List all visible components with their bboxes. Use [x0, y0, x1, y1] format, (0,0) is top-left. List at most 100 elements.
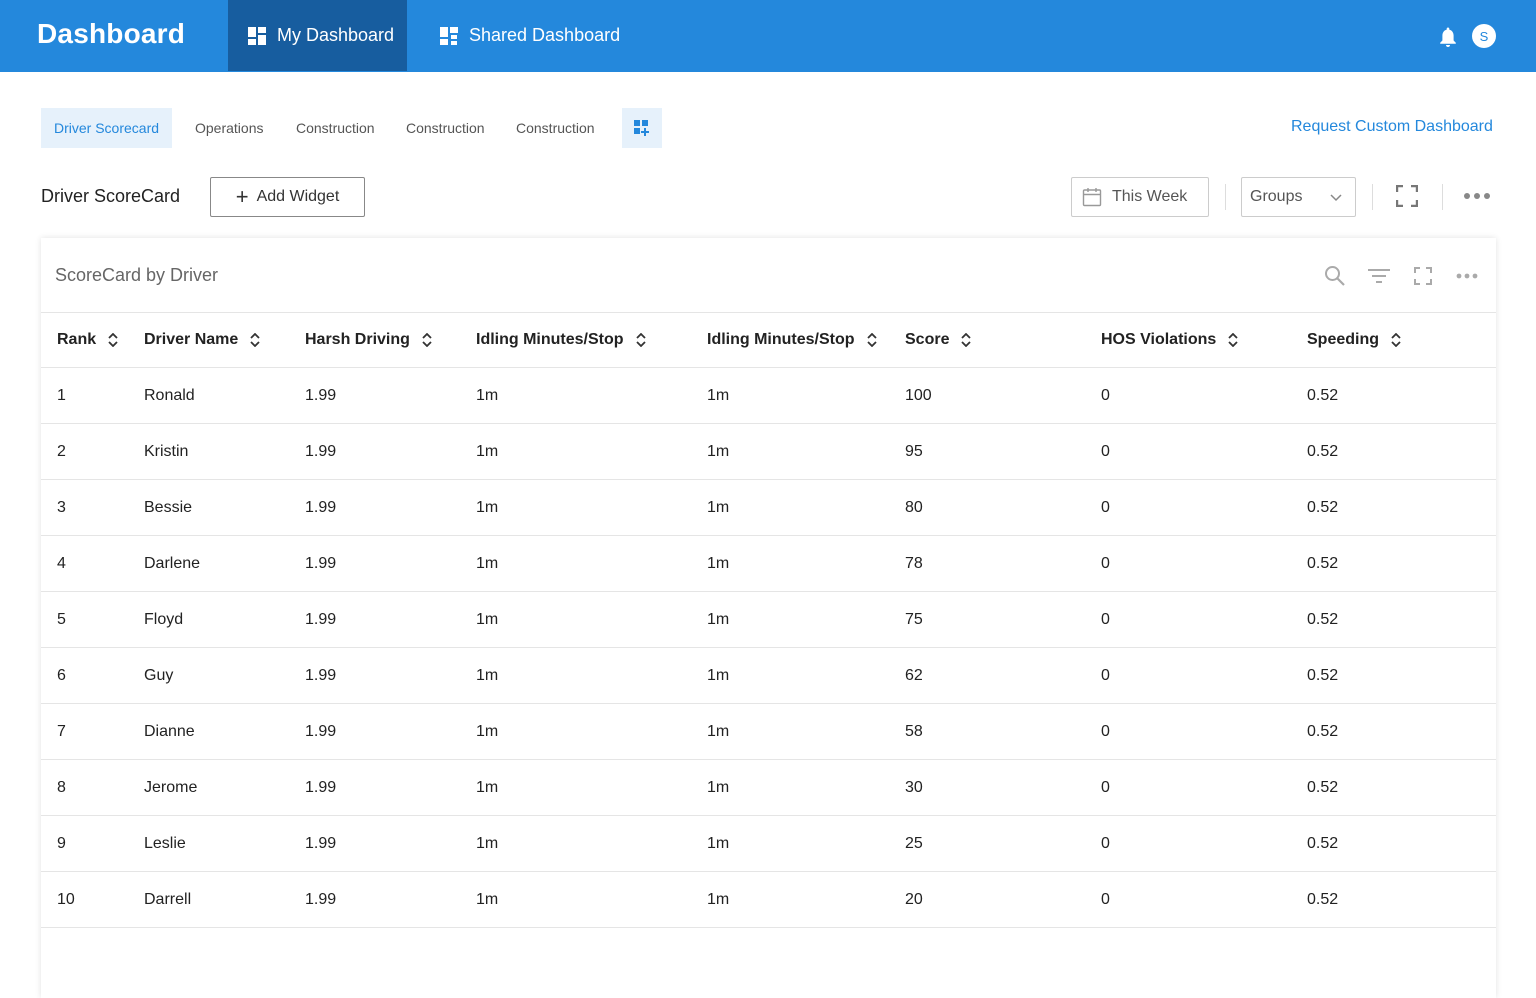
column-header[interactable]: Idling Minutes/Stop [707, 313, 877, 367]
table-cell: 1m [476, 386, 499, 404]
table-cell: 1m [707, 666, 730, 684]
column-header-label: HOS Violations [1101, 331, 1217, 348]
table-cell: 0 [1101, 890, 1110, 908]
sort-icon[interactable] [866, 333, 877, 347]
sort-icon[interactable] [1228, 333, 1238, 347]
table-cell: 1m [707, 778, 730, 796]
table-cell: Jerome [144, 778, 198, 796]
calendar-icon [1082, 188, 1102, 207]
scorecard-widget: ScoreCard by Driver Rank Driver Name Harsh… [41, 238, 1496, 998]
date-range-button[interactable]: This Week [1071, 177, 1209, 217]
table-cell: 0 [1101, 498, 1110, 516]
table-cell: 25 [905, 834, 923, 852]
table-cell: 80 [905, 498, 923, 516]
table-cell: 1 [57, 386, 66, 404]
table-cell: 1m [707, 610, 730, 628]
nav-tab-label: Shared Dashboard [469, 25, 621, 45]
table-row[interactable]: 10 Darrell 1.99 1m 1m 20 0 0.52 [41, 872, 1496, 928]
more-options-icon[interactable] [1463, 192, 1491, 200]
column-header[interactable]: Harsh Driving [305, 313, 432, 367]
plus-icon: + [235, 184, 249, 209]
widget-more-icon[interactable] [1456, 273, 1478, 279]
groups-label: Groups [1250, 188, 1303, 205]
table-cell: 78 [905, 554, 923, 572]
top-bar: Dashboard My Dashboard Shared Dashboard … [0, 0, 1536, 72]
table-cell: 0.52 [1307, 442, 1339, 460]
column-header[interactable]: Driver Name [144, 313, 260, 367]
add-widget-button[interactable]: + Add Widget [210, 177, 365, 217]
table-cell: 1.99 [305, 498, 337, 516]
nav-tab-my-dashboard[interactable]: My Dashboard [228, 0, 407, 71]
table-cell: 30 [905, 778, 923, 796]
table-cell: 0.52 [1307, 498, 1339, 516]
table-row[interactable]: 1 Ronald 1.99 1m 1m 100 0 0.52 [41, 368, 1496, 424]
page-title: Driver ScoreCard [41, 186, 181, 206]
table-cell: 0.52 [1307, 722, 1339, 740]
table-cell: 0 [1101, 722, 1110, 740]
sort-icon[interactable] [250, 333, 260, 347]
table-cell: 100 [905, 386, 932, 404]
sort-icon[interactable] [108, 333, 118, 347]
subtab-operations[interactable]: Operations [195, 120, 264, 136]
subtab-construction-3[interactable]: Construction [516, 120, 595, 136]
table-cell: 1.99 [305, 442, 337, 460]
table-row[interactable]: 8 Jerome 1.99 1m 1m 30 0 0.52 [41, 760, 1496, 816]
bell-icon[interactable] [1438, 26, 1458, 48]
table-row[interactable]: 3 Bessie 1.99 1m 1m 80 0 0.52 [41, 480, 1496, 536]
table-cell: Guy [144, 666, 174, 684]
expand-icon[interactable] [1414, 267, 1432, 285]
column-header-label: Driver Name [144, 331, 239, 348]
table-row[interactable]: 9 Leslie 1.99 1m 1m 25 0 0.52 [41, 816, 1496, 872]
table-cell: 95 [905, 442, 923, 460]
table-cell: Ronald [144, 386, 195, 404]
column-header[interactable]: Idling Minutes/Stop [476, 313, 646, 367]
column-header[interactable]: Score [905, 313, 972, 367]
table-cell: 0 [1101, 778, 1110, 796]
column-header[interactable]: Rank [57, 313, 118, 367]
table-row[interactable]: 4 Darlene 1.99 1m 1m 78 0 0.52 [41, 536, 1496, 592]
table-row[interactable]: 7 Dianne 1.99 1m 1m 58 0 0.52 [41, 704, 1496, 760]
table-cell: 1m [476, 442, 499, 460]
table-cell: 1m [707, 498, 730, 516]
sort-icon[interactable] [635, 333, 646, 347]
nav-tab-label: My Dashboard [277, 25, 395, 45]
search-icon[interactable] [1324, 265, 1346, 287]
table-cell: Floyd [144, 610, 184, 628]
table-cell: 62 [905, 666, 923, 684]
table-cell: 6 [57, 666, 66, 684]
filter-icon[interactable] [1368, 268, 1390, 284]
subtab-driver-scorecard[interactable]: Driver Scorecard [41, 108, 173, 148]
widget-title: ScoreCard by Driver [55, 265, 219, 285]
table-cell: 1m [707, 554, 730, 572]
table-cell: Leslie [144, 834, 186, 852]
shared-dashboard-icon [440, 26, 458, 45]
table-cell: 75 [905, 610, 923, 628]
add-dashboard-button[interactable] [622, 108, 662, 148]
subtab-construction-2[interactable]: Construction [406, 120, 485, 136]
chevron-down-icon [1330, 194, 1342, 202]
user-avatar[interactable]: S [1472, 24, 1496, 48]
sort-icon[interactable] [422, 333, 432, 347]
app-title: Dashboard [37, 18, 186, 49]
table-row[interactable]: 6 Guy 1.99 1m 1m 62 0 0.52 [41, 648, 1496, 704]
column-header-label: Harsh Driving [305, 331, 410, 348]
add-grid-icon [634, 120, 649, 136]
table-cell: 1.99 [305, 610, 337, 628]
nav-tab-shared-dashboard[interactable]: Shared Dashboard [440, 0, 620, 71]
table-row[interactable]: 5 Floyd 1.99 1m 1m 75 0 0.52 [41, 592, 1496, 648]
table-cell: 10 [57, 890, 75, 908]
fullscreen-icon[interactable] [1396, 185, 1418, 207]
table-cell: 7 [57, 722, 66, 740]
sort-icon[interactable] [961, 333, 972, 347]
request-custom-dashboard-link[interactable]: Request Custom Dashboard [1291, 118, 1493, 135]
table-row[interactable]: 2 Kristin 1.99 1m 1m 95 0 0.52 [41, 424, 1496, 480]
table-cell: 5 [57, 610, 66, 628]
subtab-construction-1[interactable]: Construction [296, 120, 375, 136]
column-header[interactable]: HOS Violations [1101, 313, 1238, 367]
sort-icon[interactable] [1391, 333, 1401, 347]
table-cell: 0.52 [1307, 890, 1339, 908]
table-cell: 0.52 [1307, 610, 1339, 628]
groups-select[interactable]: Groups [1241, 177, 1356, 217]
column-header[interactable]: Speeding [1307, 313, 1401, 367]
table-cell: 1.99 [305, 778, 337, 796]
